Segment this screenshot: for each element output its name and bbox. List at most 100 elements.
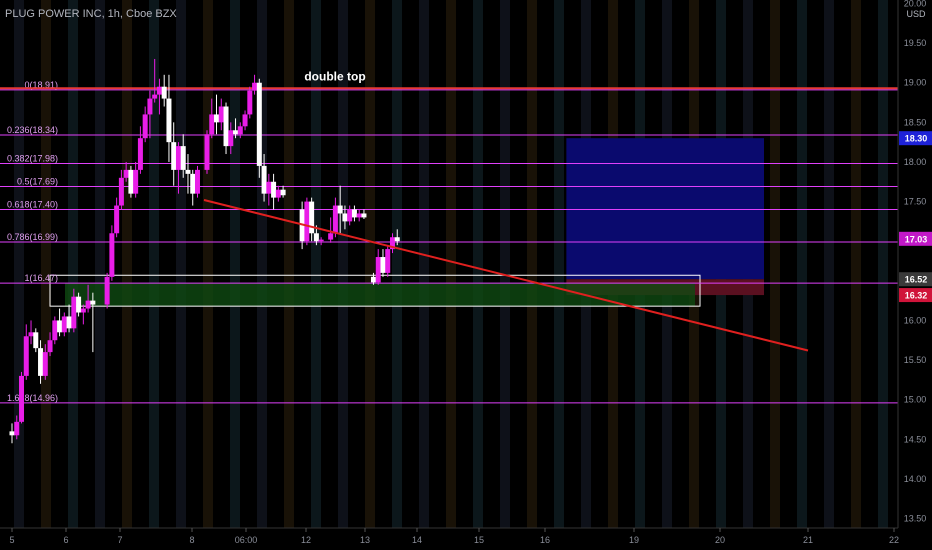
candle-body [238, 126, 243, 134]
candle-body [376, 257, 381, 282]
fib-level-label: 0.786(16.99) [7, 232, 58, 242]
session-band [203, 0, 213, 528]
candle-body [71, 297, 76, 329]
candle-body [309, 202, 314, 234]
candle-body [243, 114, 248, 126]
session-band [446, 0, 456, 528]
candle-body [162, 87, 167, 99]
price-tick-label: 19.00 [904, 78, 927, 88]
candle-body [380, 257, 385, 273]
session-band [95, 0, 105, 528]
price-tick-label: 15.50 [904, 355, 927, 365]
session-band [365, 0, 375, 528]
candle-body [247, 91, 252, 115]
candle-body [271, 182, 276, 198]
candle-body [228, 130, 233, 146]
price-tick-label: 16.00 [904, 315, 927, 325]
candle-body [67, 316, 72, 328]
candle-body [252, 83, 257, 91]
session-band [527, 0, 537, 528]
candle-body [319, 240, 324, 242]
candle-body [143, 114, 148, 138]
candle-body [333, 206, 338, 234]
candle-body [81, 309, 86, 313]
candle-body [138, 138, 143, 170]
candle-body [209, 114, 214, 134]
price-tick-label: 20.00 [904, 0, 927, 9]
candle-body [266, 182, 271, 194]
candle-body [385, 249, 390, 273]
candle-body [105, 277, 110, 305]
price-tick-label: 13.50 [904, 514, 927, 524]
price-tick-label: 18.50 [904, 117, 927, 127]
price-tag-label: 16.52 [905, 275, 928, 285]
candle-body [24, 336, 29, 376]
candle-body [128, 170, 133, 194]
session-band [878, 0, 888, 528]
candle-body [342, 213, 347, 221]
session-band [257, 0, 267, 528]
price-tick-label: 15.00 [904, 395, 927, 405]
time-tick-label: 22 [889, 535, 899, 545]
candle-body [133, 170, 138, 194]
candle-body [29, 332, 34, 336]
candle-body [171, 142, 176, 170]
time-tick-label: 12 [301, 535, 311, 545]
candle-body [361, 213, 366, 217]
session-band [14, 0, 24, 528]
session-band [122, 0, 132, 528]
session-band [392, 0, 402, 528]
candle-body [314, 233, 319, 241]
price-tick-label: 14.00 [904, 474, 927, 484]
time-tick-label: 5 [9, 535, 14, 545]
session-band [149, 0, 159, 528]
candle-body [14, 422, 19, 435]
candle-body [328, 233, 333, 239]
candle-body [347, 210, 352, 222]
candle-body [157, 87, 162, 95]
price-tag-label: 17.03 [905, 234, 928, 244]
time-tick-label: 8 [189, 535, 194, 545]
candle-body [86, 301, 91, 309]
candle-body [176, 146, 181, 170]
candle-body [262, 166, 267, 194]
fib-level-label: 0.5(17.69) [17, 177, 58, 187]
candle-body [76, 297, 81, 313]
fib-level-label: 0.618(17.40) [7, 200, 58, 210]
candle-body [338, 206, 343, 214]
session-band [230, 0, 240, 528]
candle-body [205, 134, 210, 170]
candle-body [109, 233, 114, 277]
candle-body [48, 340, 53, 352]
candle-body [185, 170, 190, 174]
time-tick-label: 20 [715, 535, 725, 545]
session-band [554, 0, 564, 528]
time-tick-label: 6 [63, 535, 68, 545]
candle-body [10, 431, 15, 435]
candle-body [190, 174, 195, 194]
candle-body [214, 114, 219, 122]
target-zone [566, 138, 764, 279]
candle-body [166, 99, 171, 143]
candle-body [124, 170, 129, 178]
price-tick-label: 14.50 [904, 434, 927, 444]
time-tick-label: 14 [412, 535, 422, 545]
session-band [797, 0, 807, 528]
candle-body [147, 99, 152, 115]
price-tick-label: 19.50 [904, 38, 927, 48]
time-tick-label: 06:00 [235, 535, 258, 545]
candle-body [224, 107, 229, 147]
candle-body [33, 332, 38, 348]
session-band [176, 0, 186, 528]
session-band [770, 0, 780, 528]
double-top-annotation: double top [304, 69, 365, 83]
candle-body [257, 83, 262, 166]
time-tick-label: 7 [117, 535, 122, 545]
session-band [419, 0, 429, 528]
symbol-title: PLUG POWER INC, 1h, Cboe BZX [5, 8, 177, 20]
candle-body [395, 237, 400, 241]
time-tick-label: 15 [474, 535, 484, 545]
time-tick-label: 16 [540, 535, 550, 545]
time-tick-label: 19 [629, 535, 639, 545]
